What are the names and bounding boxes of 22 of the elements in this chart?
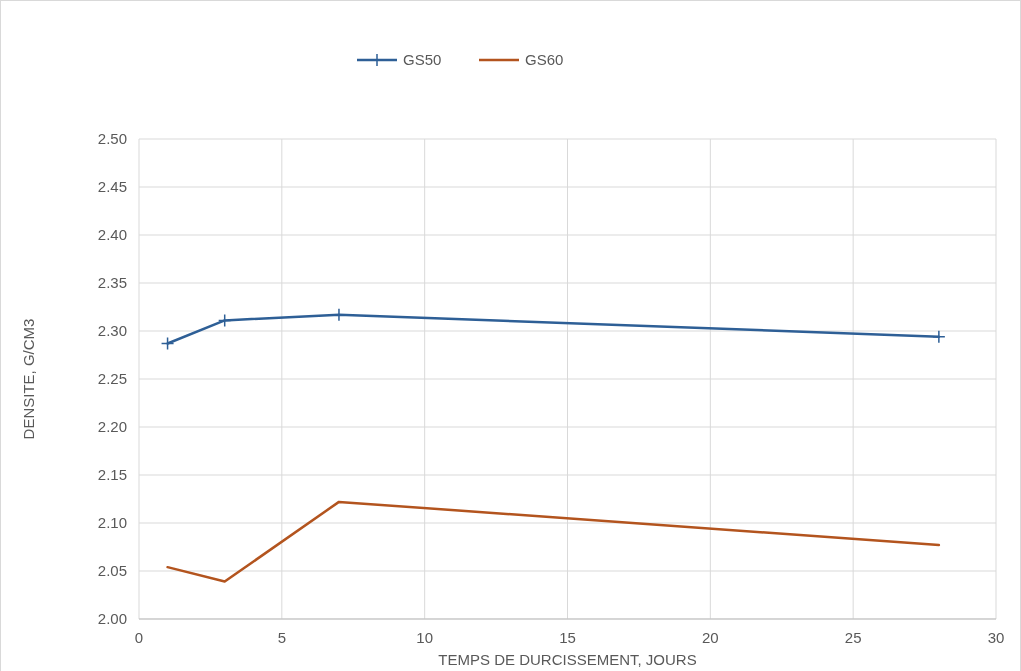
y-tick-label: 2.40 (97, 226, 127, 244)
x-tick-label: 5 (277, 629, 287, 646)
x-tick-label: 0 (134, 629, 144, 646)
x-axis-title: TEMPS DE DURCISSEMENT, JOURS (438, 651, 697, 668)
y-tick-label: 2.00 (97, 610, 127, 628)
x-tick-label: 25 (844, 629, 862, 646)
y-axis-title: DENSITE, G/CM3 (20, 318, 37, 440)
y-tick-label: 2.15 (97, 466, 127, 484)
y-tick-label: 2.50 (97, 130, 127, 148)
y-tick-label: 2.20 (97, 418, 127, 436)
y-tick-label: 2.35 (97, 274, 127, 292)
y-tick-label: 2.25 (97, 370, 127, 388)
y-tick-label: 2.45 (97, 178, 127, 196)
y-tick-label: 2.05 (97, 562, 127, 580)
x-tick-label: 10 (416, 629, 434, 646)
x-tick-label: 20 (701, 629, 719, 646)
x-tick-label: 30 (987, 629, 1005, 646)
x-tick-label: 15 (559, 629, 576, 646)
legend-label: GS60 (525, 51, 564, 69)
y-tick-label: 2.10 (97, 514, 127, 532)
y-tick-label: 2.30 (97, 322, 127, 340)
legend-label: GS50 (403, 51, 442, 69)
